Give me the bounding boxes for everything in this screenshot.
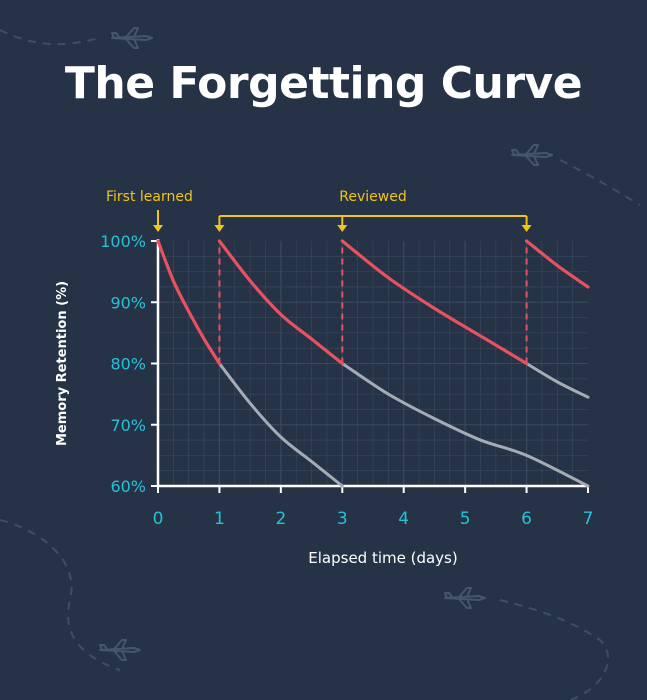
retention-curve-with-reviews xyxy=(524,239,590,289)
arrow-down-icon xyxy=(337,225,348,232)
x-tick-label: 0 xyxy=(153,509,164,529)
x-tick-label: 2 xyxy=(275,509,286,529)
annotation-first-learned: First learned xyxy=(106,189,193,205)
airplane-icon xyxy=(511,144,553,166)
airplane-icon xyxy=(444,587,486,609)
dashed-trail-decoration xyxy=(0,519,121,671)
decay-curve-no-review xyxy=(340,362,590,488)
arrow-down-icon xyxy=(521,225,532,232)
airplane-icon xyxy=(99,639,141,661)
retention-curve-with-reviews xyxy=(340,239,529,366)
y-tick-label: 100% xyxy=(100,232,146,251)
y-axis-title: Memory Retention (%) xyxy=(55,281,70,446)
y-tick-label: 60% xyxy=(110,477,146,496)
background-decoration xyxy=(0,27,641,700)
arrow-down-icon xyxy=(214,225,225,232)
x-tick-label: 3 xyxy=(337,509,348,529)
y-tick-label: 90% xyxy=(110,293,146,312)
dashed-trail-decoration xyxy=(559,159,641,206)
x-tick-label: 6 xyxy=(521,509,532,529)
decay-curve-no-review xyxy=(217,362,344,488)
x-axis-title: Elapsed time (days) xyxy=(308,549,457,567)
decay-curve-no-review xyxy=(525,362,590,399)
dashed-trail-decoration xyxy=(499,599,610,700)
retention-curve-with-reviews xyxy=(156,239,222,366)
arrow-down-icon xyxy=(153,225,163,232)
y-tick-label: 70% xyxy=(110,416,146,435)
retention-curve-with-reviews xyxy=(217,239,344,366)
x-tick-label: 4 xyxy=(398,509,409,529)
dashed-trail-decoration xyxy=(0,29,101,46)
x-tick-label: 5 xyxy=(460,509,471,529)
annotation-reviewed: Reviewed xyxy=(339,189,406,205)
airplane-icon xyxy=(111,27,153,49)
page-title: The Forgetting Curve xyxy=(64,58,583,109)
x-tick-label: 7 xyxy=(583,509,594,529)
x-tick-label: 1 xyxy=(214,509,225,529)
y-tick-label: 80% xyxy=(110,355,146,374)
